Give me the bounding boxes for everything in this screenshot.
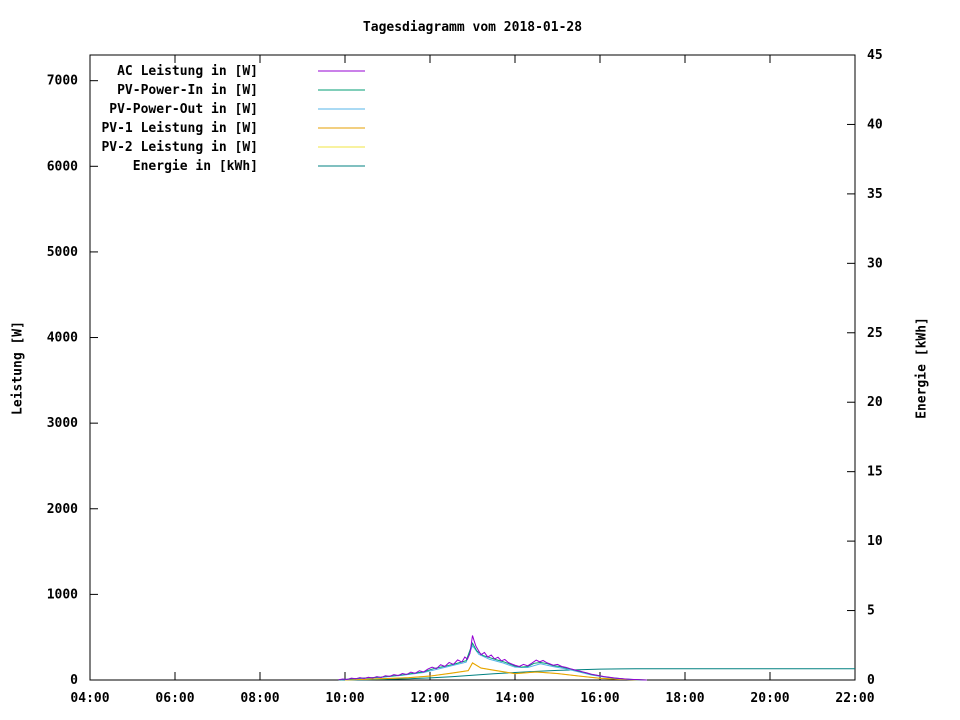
chart-title: Tagesdiagramm vom 2018-01-28	[362, 20, 583, 35]
y2-tick-label: 10	[867, 534, 883, 549]
x-tick-label: 06:00	[155, 691, 194, 706]
x-tick-label: 14:00	[495, 691, 534, 706]
y-tick-label: 1000	[47, 587, 78, 602]
x-tick-label: 04:00	[70, 691, 109, 706]
y2-tick-label: 5	[867, 604, 875, 619]
plot-border	[89, 54, 856, 681]
y2-tick-label: 35	[867, 187, 883, 202]
legend-label: AC Leistung in [W]	[117, 64, 258, 79]
series-line	[344, 662, 647, 681]
series-line	[340, 668, 855, 681]
x-tick-label: 10:00	[325, 691, 364, 706]
x-tick-label: 08:00	[240, 691, 279, 706]
x-tick-label: 20:00	[750, 691, 789, 706]
legend-label: PV-Power-In in [W]	[117, 83, 258, 98]
y2-tick-label: 45	[867, 48, 883, 63]
series-line	[338, 644, 647, 681]
x-tick-label: 12:00	[410, 691, 449, 706]
y2-tick-label: 0	[867, 673, 875, 688]
y2-tick-label: 40	[867, 117, 883, 132]
legend-label: PV-1 Leistung in [W]	[101, 121, 258, 136]
y-tick-label: 4000	[47, 331, 78, 346]
y2-tick-label: 20	[867, 395, 883, 410]
legend-label: Energie in [kWh]	[133, 159, 258, 174]
x-tick-label: 18:00	[665, 691, 704, 706]
y-tick-label: 7000	[47, 74, 78, 89]
y-tick-label: 6000	[47, 159, 78, 174]
y-tick-label: 2000	[47, 502, 78, 517]
series-line	[344, 662, 647, 681]
y-tick-label: 3000	[47, 416, 78, 431]
series-line	[338, 635, 647, 681]
y2-tick-label: 30	[867, 256, 883, 271]
x-tick-label: 22:00	[835, 691, 874, 706]
y2-tick-label: 25	[867, 326, 883, 341]
y-tick-label: 5000	[47, 245, 78, 260]
legend-label: PV-Power-Out in [W]	[109, 102, 258, 117]
y-tick-label: 0	[70, 673, 78, 688]
y2-tick-label: 15	[867, 465, 883, 480]
legend-label: PV-2 Leistung in [W]	[101, 140, 258, 155]
x-tick-label: 16:00	[580, 691, 619, 706]
series-line	[338, 641, 647, 681]
